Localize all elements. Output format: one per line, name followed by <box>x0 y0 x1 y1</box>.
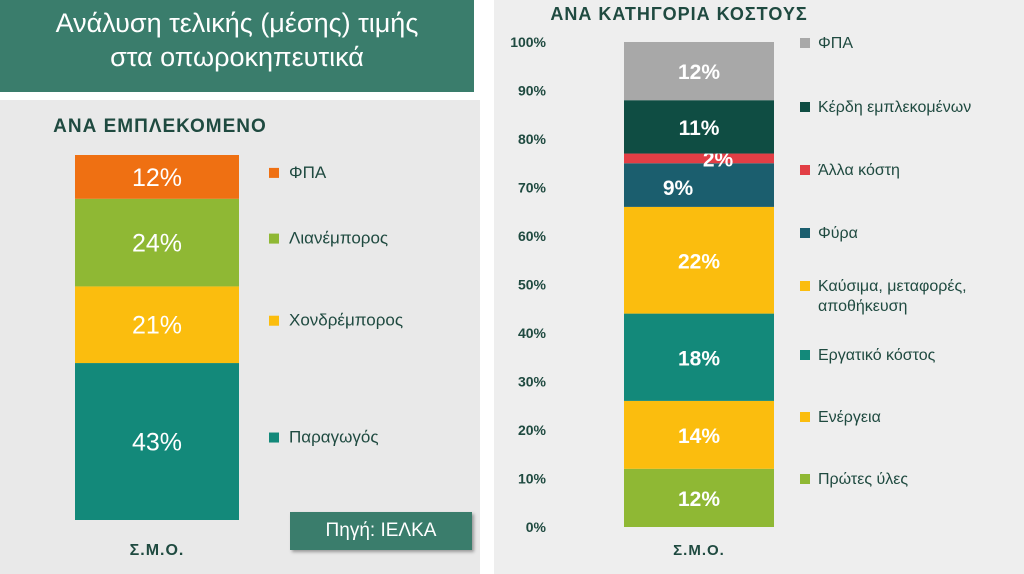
right-segment-4-label: 9% <box>663 177 694 200</box>
left-legend-swatch-2 <box>269 233 279 244</box>
left-segment-0-label: 43% <box>132 429 182 457</box>
y-tick-label-3: 30% <box>518 374 547 390</box>
right-chart-panel: ΑΝΑ ΚΑΤΗΓΟΡΙΑ ΚΟΣΤΟΥΣ 0% 10% 20% 30% 40% 50% 6… <box>494 0 1024 574</box>
right-segment-3-label: 22% <box>678 250 720 273</box>
right-segment-0-label: 12% <box>678 488 720 511</box>
left-legend-label-3: ΦΠΑ <box>289 163 327 182</box>
title-line-2: στα οπωροκηπευτικά <box>110 42 364 72</box>
right-legend-label-4: Φύρα <box>818 225 858 242</box>
right-segment-3 <box>624 206 774 314</box>
source-label: Πηγή: ΙΕΛΚΑ <box>290 512 472 550</box>
right-legend-swatch-0 <box>800 474 810 484</box>
left-stacked-bar-chart: 43% Παραγωγός 21% Χονδρέμπορος 24% Λιανέμπορο… <box>75 155 403 520</box>
left-chart-title: ΑΝΑ ΕΜΠΛΕΚΟΜΕΝΟ <box>53 116 267 137</box>
right-legend-label-7: ΦΠΑ <box>818 35 853 52</box>
right-legend-label-3: Καύσιμα, μεταφορές, αποθήκευση <box>818 278 967 315</box>
right-segment-4 <box>624 163 774 207</box>
right-segment-2-label: 18% <box>678 347 720 370</box>
title-line-1: Ανάλυση τελικής (μέσης) τιμής <box>55 8 419 38</box>
left-chart-panel: ΑΝΑ ΕΜΠΛΕΚΟΜΕΝΟ 43% Παραγωγός 21% Χονδρέμπο… <box>0 100 480 574</box>
left-legend-swatch-0 <box>269 432 279 443</box>
y-tick-label-0: 0% <box>526 519 547 535</box>
right-chart-title: ΑΝΑ ΚΑΤΗΓΟΡΙΑ ΚΟΣΤΟΥΣ <box>550 4 808 24</box>
right-segment-1-label: 14% <box>678 425 720 448</box>
left-segment-2-label: 24% <box>132 230 182 258</box>
left-segment-1 <box>75 286 239 364</box>
left-segment-3-label: 12% <box>132 164 182 192</box>
right-segment-5 <box>624 153 774 164</box>
right-legend-swatch-3 <box>800 281 810 291</box>
right-stacked-bar-chart: 0% 10% 20% 30% 40% 50% 60% 70% 80% 90% 100% 12% Πρώτ… <box>510 34 971 535</box>
y-tick-label-5: 50% <box>518 277 547 293</box>
y-tick-label-10: 100% <box>510 34 546 50</box>
left-legend-label-0: Παραγωγός <box>289 428 379 447</box>
right-segment-2 <box>624 313 774 401</box>
right-legend-swatch-4 <box>800 228 810 238</box>
right-legend-label-0: Πρώτες ύλες <box>818 471 908 488</box>
left-legend-swatch-3 <box>269 167 279 178</box>
left-segment-0 <box>75 363 239 520</box>
y-tick-label-4: 40% <box>518 325 547 341</box>
right-legend-swatch-1 <box>800 412 810 422</box>
right-legend-label-5: Άλλα κόστη <box>818 162 900 179</box>
left-legend-label-2: Λιανέμπορος <box>289 229 388 248</box>
y-tick-label-2: 20% <box>518 422 547 438</box>
y-tick-label-6: 60% <box>518 228 547 244</box>
left-segment-3 <box>75 155 239 199</box>
right-segment-0 <box>624 468 774 527</box>
right-segment-6-label: 11% <box>679 117 720 140</box>
right-legend-swatch-7 <box>800 38 810 48</box>
right-category-label: Σ.Μ.Ο. <box>673 542 725 559</box>
left-legend-label-1: Χονδρέμπορος <box>289 311 403 330</box>
right-legend-swatch-2 <box>800 350 810 360</box>
left-legend-swatch-1 <box>269 315 279 326</box>
right-legend-swatch-6 <box>800 102 810 112</box>
y-tick-label-1: 10% <box>518 471 547 487</box>
y-tick-label-9: 90% <box>518 83 547 99</box>
right-legend-label-1: Ενέργεια <box>818 409 881 426</box>
right-segment-1 <box>624 400 774 469</box>
y-tick-label-7: 70% <box>518 180 547 196</box>
right-segment-5-label: 2% <box>703 148 734 171</box>
right-segment-6 <box>624 100 774 154</box>
right-segment-7 <box>624 42 774 101</box>
right-segment-7-label: 12% <box>678 61 720 84</box>
y-tick-label-8: 80% <box>518 131 547 147</box>
left-segment-2 <box>75 198 239 287</box>
page-title: Ανάλυση τελικής (μέσης) τιμής στα οπωροκ… <box>0 0 474 92</box>
right-legend-label-6: Κέρδη εμπλεκομένων <box>818 99 971 116</box>
left-segment-1-label: 21% <box>132 312 182 340</box>
right-legend-swatch-5 <box>800 165 810 175</box>
left-category-label: Σ.Μ.Ο. <box>129 542 185 559</box>
right-legend-label-2: Εργατικό κόστος <box>818 347 936 364</box>
